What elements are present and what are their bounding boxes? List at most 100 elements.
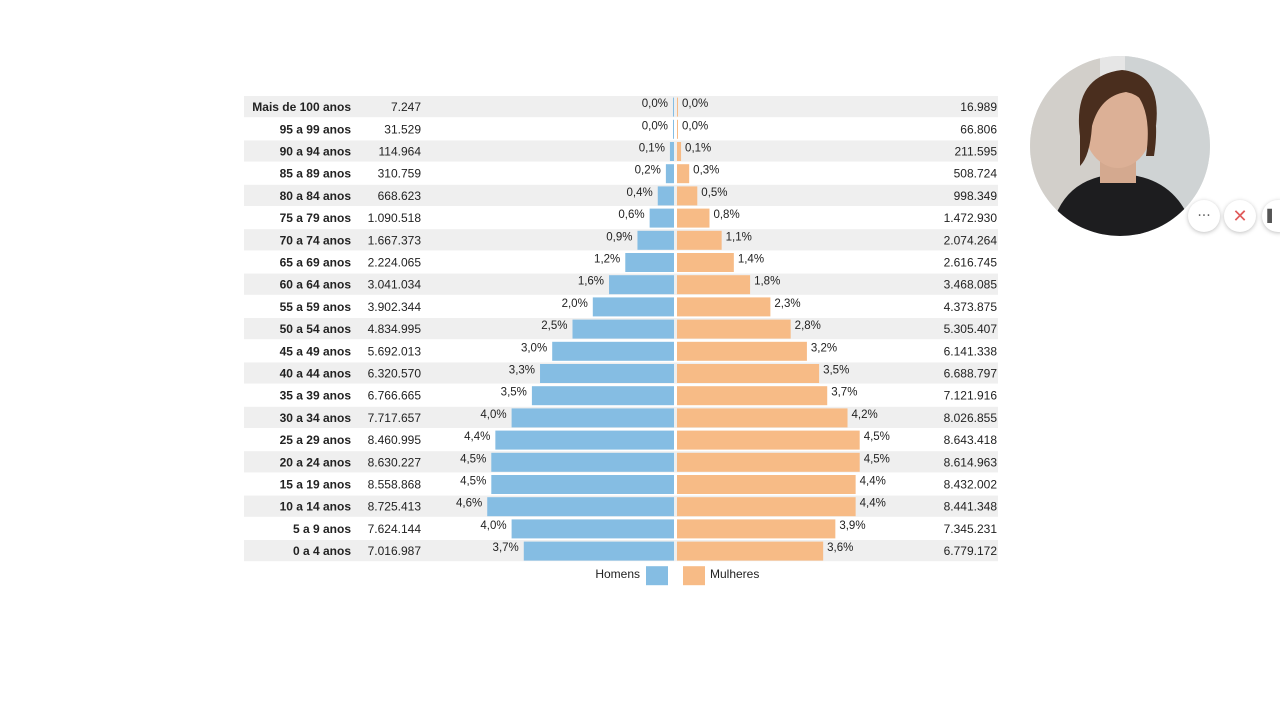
women-count-label: 8.432.002 — [944, 478, 998, 492]
panel-handle-icon: ▌ — [1267, 209, 1277, 223]
men-bar — [665, 164, 674, 184]
women-bar — [677, 164, 690, 184]
women-bar — [677, 319, 791, 339]
age-group-label: 20 a 24 anos — [280, 455, 352, 469]
women-percent-label: 4,5% — [864, 431, 890, 443]
women-percent-label: 3,6% — [827, 542, 853, 554]
age-group-label: 15 a 19 anos — [280, 478, 352, 492]
age-group-label: 95 a 99 anos — [280, 122, 352, 136]
age-group-label: 25 a 29 anos — [280, 433, 352, 447]
men-percent-label: 0,0% — [642, 98, 668, 110]
men-count-label: 31.529 — [384, 122, 421, 136]
women-percent-label: 4,4% — [860, 498, 886, 510]
women-count-label: 6.779.172 — [944, 544, 998, 558]
age-group-label: 10 a 14 anos — [280, 500, 352, 514]
more-options-button[interactable]: ··· — [1188, 200, 1220, 232]
men-bar — [495, 430, 674, 450]
women-percent-label: 2,3% — [774, 298, 800, 310]
women-percent-label: 1,4% — [738, 254, 764, 266]
row-background — [244, 96, 998, 118]
men-bar — [531, 386, 674, 406]
women-count-label: 998.349 — [954, 189, 998, 203]
men-bar — [625, 253, 674, 272]
chart-labels: Mais de 100 anos 7.247 16.989 0,0% 0,0% 95 a … — [252, 98, 997, 558]
women-bar — [677, 452, 860, 472]
women-percent-label: 3,9% — [839, 520, 865, 532]
men-bar — [511, 408, 674, 428]
men-bar — [673, 97, 674, 117]
men-percent-label: 1,6% — [578, 276, 604, 288]
men-count-label: 7.717.657 — [368, 411, 422, 425]
women-bar — [677, 430, 860, 450]
men-bar — [523, 541, 674, 561]
women-count-label: 2.074.264 — [944, 233, 998, 247]
women-bar — [677, 186, 698, 206]
age-group-label: 5 a 9 anos — [293, 522, 351, 536]
men-count-label: 6.766.665 — [368, 389, 422, 403]
women-count-label: 4.373.875 — [944, 300, 998, 314]
men-percent-label: 0,4% — [627, 187, 653, 199]
women-bar — [677, 142, 682, 161]
men-percent-label: 0,0% — [642, 120, 668, 132]
men-bar — [637, 230, 674, 250]
age-group-label: 0 a 4 anos — [293, 544, 351, 558]
women-bar — [677, 119, 678, 139]
women-percent-label: 0,0% — [682, 98, 708, 110]
men-count-label: 6.320.570 — [368, 367, 422, 381]
women-count-label: 508.724 — [954, 167, 998, 181]
presenter-video-image — [1030, 56, 1210, 236]
women-percent-label: 0,3% — [693, 165, 719, 177]
men-percent-label: 4,6% — [456, 498, 482, 510]
women-bar — [677, 364, 820, 383]
men-count-label: 2.224.065 — [368, 256, 422, 270]
men-count-label: 114.964 — [379, 145, 422, 159]
men-bar — [540, 364, 674, 383]
men-bar — [657, 186, 674, 206]
age-group-label: 40 a 44 anos — [280, 367, 352, 381]
men-percent-label: 1,2% — [594, 254, 620, 266]
men-bar — [552, 341, 674, 361]
close-video-button[interactable]: ✕ — [1224, 200, 1256, 232]
men-count-label: 1.090.518 — [368, 211, 422, 225]
women-count-label: 8.026.855 — [944, 411, 998, 425]
age-group-label: 80 a 84 anos — [280, 189, 352, 203]
age-group-label: 90 a 94 anos — [280, 145, 352, 159]
women-bar — [677, 230, 722, 250]
legend-label-mulheres: Mulheres — [710, 567, 759, 581]
side-panel-button[interactable]: ▌ — [1262, 200, 1280, 232]
men-count-label: 3.902.344 — [368, 300, 422, 314]
women-count-label: 16.989 — [960, 100, 997, 114]
men-percent-label: 0,1% — [639, 143, 665, 155]
men-percent-label: 4,0% — [480, 520, 506, 532]
women-percent-label: 3,7% — [831, 387, 857, 399]
age-group-label: 30 a 34 anos — [280, 411, 352, 425]
legend-swatch-mulheres — [683, 566, 705, 586]
men-count-label: 310.759 — [378, 167, 422, 181]
age-group-label: Mais de 100 anos — [252, 100, 351, 114]
men-bar — [491, 475, 674, 494]
women-percent-label: 0,8% — [713, 209, 739, 221]
women-count-label: 5.305.407 — [944, 322, 998, 336]
age-group-label: 45 a 49 anos — [280, 344, 352, 358]
legend-label-homens: Homens — [595, 567, 640, 581]
women-count-label: 6.141.338 — [944, 344, 998, 358]
men-bar — [491, 452, 674, 472]
women-percent-label: 1,8% — [754, 276, 780, 288]
men-count-label: 8.630.227 — [368, 455, 422, 469]
women-count-label: 6.688.797 — [944, 367, 998, 381]
men-percent-label: 0,6% — [618, 209, 644, 221]
men-bar — [511, 519, 674, 539]
chart-bars — [487, 97, 860, 561]
age-group-label: 85 a 89 anos — [280, 167, 352, 181]
men-percent-label: 4,0% — [480, 409, 506, 421]
women-bar — [677, 497, 856, 517]
men-count-label: 1.667.373 — [368, 233, 422, 247]
men-count-label: 7.624.144 — [368, 522, 422, 536]
men-count-label: 5.692.013 — [368, 344, 422, 358]
women-count-label: 7.121.916 — [944, 389, 998, 403]
men-count-label: 668.623 — [378, 189, 422, 203]
age-group-label: 50 a 54 anos — [280, 322, 352, 336]
age-group-label: 75 a 79 anos — [280, 211, 352, 225]
presenter-webcam-video — [1030, 56, 1210, 236]
